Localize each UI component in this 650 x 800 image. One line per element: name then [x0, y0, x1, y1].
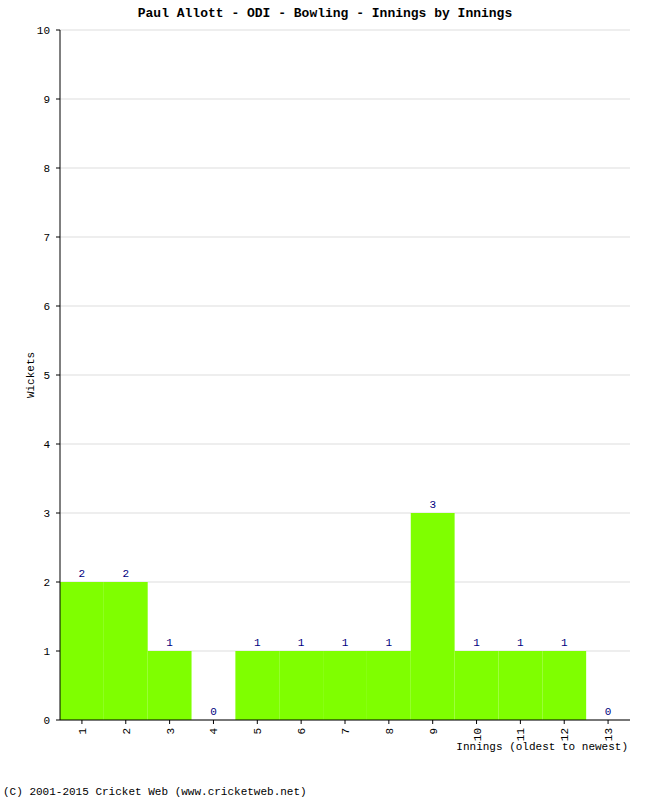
data-label: 1 [561, 637, 568, 649]
x-tick-label: 1 [77, 728, 89, 735]
y-tick-label: 6 [43, 301, 50, 313]
y-tick [56, 444, 60, 445]
x-tick [301, 720, 302, 724]
y-tick-label: 10 [37, 25, 50, 37]
y-tick-label: 8 [43, 163, 50, 175]
x-tick [169, 720, 170, 724]
bar [498, 651, 542, 720]
data-label: 2 [122, 568, 129, 580]
x-tick [476, 720, 477, 724]
data-label: 1 [166, 637, 173, 649]
x-tick [345, 720, 346, 724]
y-tick [56, 237, 60, 238]
bar [455, 651, 499, 720]
y-tick [56, 582, 60, 583]
x-tick-label: 13 [603, 728, 615, 741]
bar [235, 651, 279, 720]
y-axis-label: Wickets [25, 352, 37, 398]
y-tick [56, 99, 60, 100]
x-tick-label: 6 [296, 728, 308, 735]
background [0, 0, 650, 800]
x-tick [213, 720, 214, 724]
y-tick-label: 2 [43, 577, 50, 589]
x-tick-label: 12 [559, 728, 571, 741]
bar [104, 582, 148, 720]
x-tick [520, 720, 521, 724]
y-tick [56, 513, 60, 514]
y-tick [56, 651, 60, 652]
grid-line [60, 375, 630, 376]
bar [148, 651, 192, 720]
x-tick-label: 2 [121, 728, 133, 735]
bars [60, 513, 586, 720]
x-tick [81, 720, 82, 724]
data-label: 1 [298, 637, 305, 649]
grid-line [60, 237, 630, 238]
y-tick-label: 1 [43, 646, 50, 658]
x-tick [125, 720, 126, 724]
bar [323, 651, 367, 720]
bar [411, 513, 455, 720]
x-axis-label: Innings (oldest to newest) [456, 741, 628, 753]
x-tick-label: 10 [472, 728, 484, 741]
x-tick-label: 7 [340, 728, 352, 735]
x-tick-label: 4 [208, 728, 220, 735]
y-tick [56, 168, 60, 169]
y-tick [56, 720, 60, 721]
bar [367, 651, 411, 720]
x-tick-label: 9 [428, 728, 440, 735]
y-tick-label: 3 [43, 508, 50, 520]
y-tick [56, 375, 60, 376]
grid-line [60, 99, 630, 100]
x-tick-label: 11 [515, 728, 527, 742]
y-tick-label: 0 [43, 715, 50, 727]
x-tick [388, 720, 389, 724]
chart-svg: 0123456789102210111131110123456789101112… [0, 0, 650, 800]
x-tick [257, 720, 258, 724]
data-label: 1 [386, 637, 393, 649]
grid-line [60, 444, 630, 445]
y-axis [60, 30, 61, 720]
x-tick-label: 5 [252, 728, 264, 735]
bar [60, 582, 104, 720]
data-label: 1 [254, 637, 261, 649]
grid-line [60, 168, 630, 169]
bar [279, 651, 323, 720]
chart: 0123456789102210111131110123456789101112… [0, 0, 650, 800]
x-tick-label: 3 [165, 728, 177, 735]
data-label: 0 [210, 706, 217, 718]
footer: (C) 2001-2015 Cricket Web (www.cricketwe… [3, 786, 307, 798]
y-tick [56, 306, 60, 307]
grid-line [60, 513, 630, 514]
data-label: 1 [473, 637, 480, 649]
x-tick [432, 720, 433, 724]
grid-line [60, 306, 630, 307]
data-label: 0 [605, 706, 612, 718]
y-tick [56, 30, 60, 31]
data-label: 3 [429, 499, 436, 511]
bar [542, 651, 586, 720]
y-tick-label: 4 [43, 439, 50, 451]
y-tick-label: 7 [43, 232, 50, 244]
data-label: 2 [79, 568, 86, 580]
data-label: 1 [342, 637, 349, 649]
y-tick-label: 9 [43, 94, 50, 106]
data-label: 1 [517, 637, 524, 649]
x-tick [564, 720, 565, 724]
x-tick-label: 8 [384, 728, 396, 735]
grid-line [60, 30, 630, 31]
x-tick [608, 720, 609, 724]
title: Paul Allott - ODI - Bowling - Innings by… [138, 6, 513, 21]
y-tick-label: 5 [43, 370, 50, 382]
